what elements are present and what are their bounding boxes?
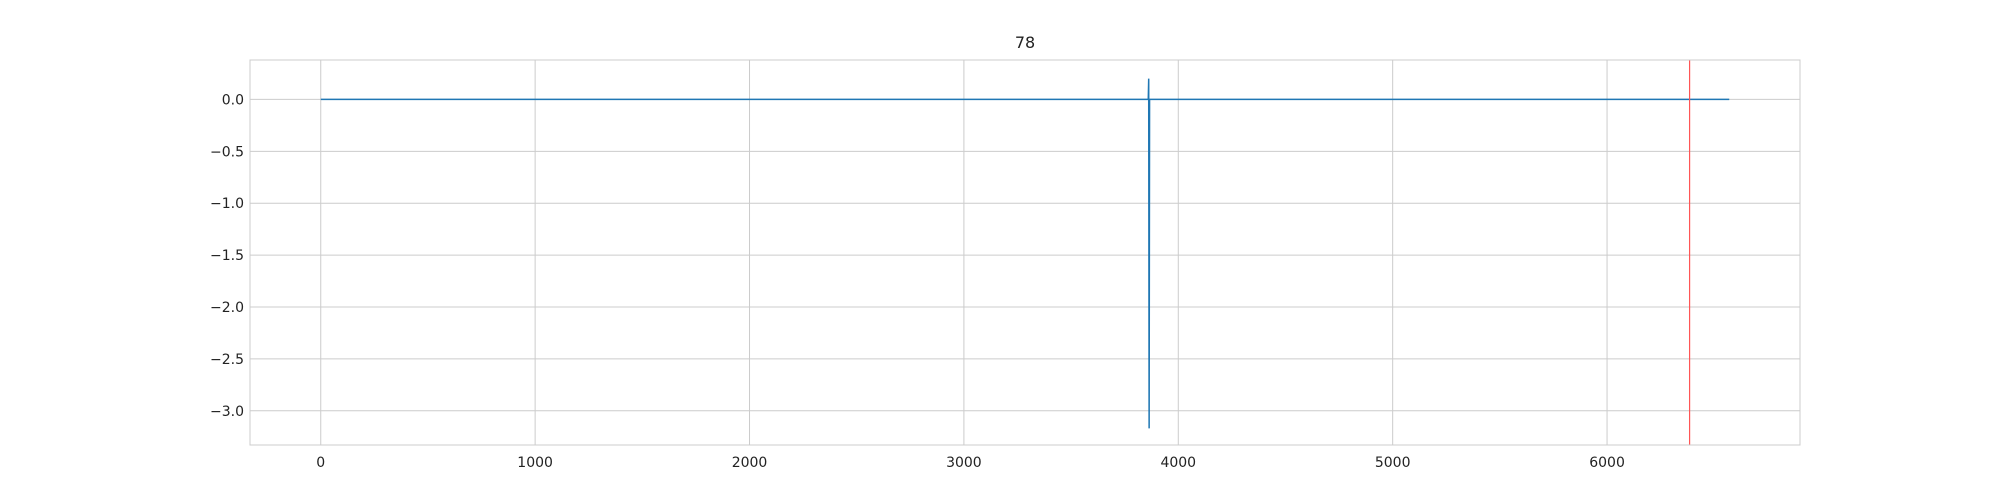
y-tick-label: −3.0 bbox=[210, 404, 244, 420]
grid bbox=[250, 60, 1800, 445]
x-tick-label: 6000 bbox=[1589, 455, 1625, 471]
x-tick-label: 2000 bbox=[732, 455, 768, 471]
x-axis-ticks: 0 1000 2000 3000 4000 5000 6000 bbox=[316, 455, 1625, 471]
x-tick-label: 5000 bbox=[1375, 455, 1411, 471]
y-tick-label: −2.5 bbox=[210, 352, 244, 368]
x-tick-label: 4000 bbox=[1160, 455, 1196, 471]
series-layer bbox=[320, 78, 1730, 429]
y-tick-label: −0.5 bbox=[210, 144, 244, 160]
y-tick-label: −1.0 bbox=[210, 196, 244, 212]
y-tick-label: −1.5 bbox=[210, 248, 244, 264]
x-tick-label: 1000 bbox=[517, 455, 553, 471]
y-tick-label: 0.0 bbox=[222, 92, 244, 108]
y-axis-ticks: 0.0 −0.5 −1.0 −1.5 −2.0 −2.5 −3.0 bbox=[210, 92, 244, 419]
series-line bbox=[320, 78, 1730, 429]
x-tick-label: 0 bbox=[316, 455, 325, 471]
chart-title: 78 bbox=[1015, 33, 1035, 52]
y-tick-label: −2.0 bbox=[210, 300, 244, 316]
x-tick-label: 3000 bbox=[946, 455, 982, 471]
plot-frame bbox=[249, 59, 1801, 446]
